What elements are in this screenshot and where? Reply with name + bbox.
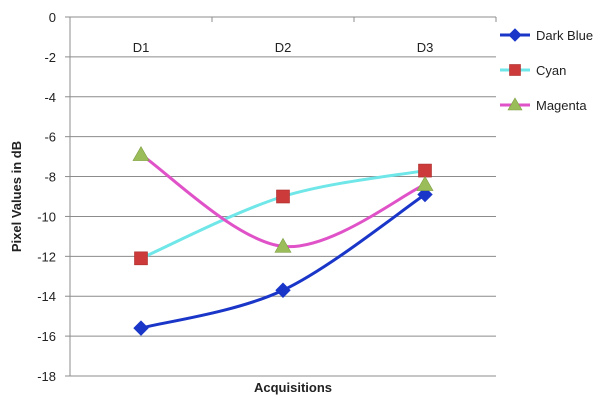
data-point-cyan [419,164,432,177]
category-label: D1 [133,40,150,55]
x-axis-title: Acquisitions [254,380,332,395]
y-tick-label: -6 [44,130,56,145]
category-label: D2 [275,40,292,55]
legend-marker [509,29,521,41]
data-point-cyan [277,190,290,203]
legend-label: Magenta [536,98,587,113]
y-tick-label: -12 [37,249,56,264]
data-point-dark-blue [134,321,148,335]
data-point-magenta [417,177,433,191]
series-line-dark-blue [141,195,425,329]
y-tick-label: -10 [37,209,56,224]
category-label: D3 [417,40,434,55]
data-point-dark-blue [276,283,290,297]
y-tick-labels: 0 -2 -4 -6 -8 -10 -12 -14 -16 -18 [37,10,56,384]
y-tick-label: -16 [37,329,56,344]
category-labels: D1 D2 D3 [133,40,434,55]
data-point-magenta [133,147,149,161]
y-tick-label: 0 [49,10,56,25]
legend-marker [510,65,521,76]
legend-label: Cyan [536,63,566,78]
y-tick-label: -8 [44,170,56,185]
y-tick-label: -2 [44,50,56,65]
legend-label: Dark Blue [536,28,593,43]
y-tick-label: -14 [37,289,56,304]
data-point-cyan [135,252,148,265]
y-tick-label: -4 [44,90,56,105]
y-tick-label: -18 [37,369,56,384]
y-axis-title: Pixel Values in dB [9,141,24,252]
legend: Dark Blue Cyan Magenta [500,28,593,113]
